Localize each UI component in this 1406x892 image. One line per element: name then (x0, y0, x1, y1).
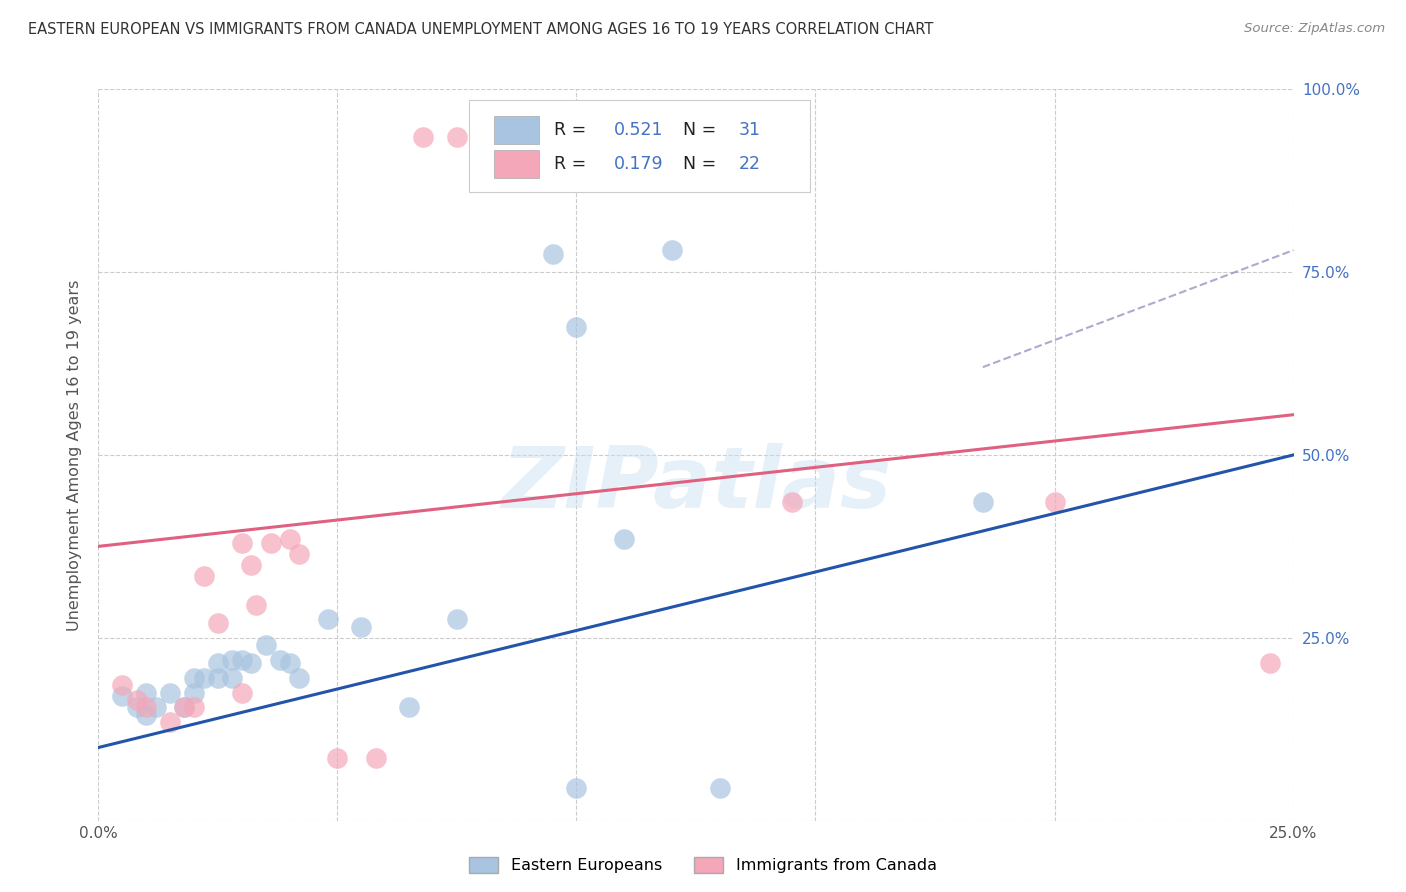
Point (709, 780, 731, 795)
Text: 0.179: 0.179 (613, 155, 664, 173)
Y-axis label: Unemployment Among Ages 16 to 19 years: Unemployment Among Ages 16 to 19 years (66, 279, 82, 631)
Point (125, 693, 148, 707)
Point (183, 700, 205, 714)
Point (259, 535, 281, 549)
Point (326, 751, 349, 765)
Point (316, 613, 339, 627)
Point (240, 657, 263, 671)
Point (125, 700, 148, 714)
Text: 0.521: 0.521 (613, 121, 664, 139)
Text: R =: R = (554, 121, 592, 139)
Text: N =: N = (683, 155, 721, 173)
Point (1043, 495, 1066, 509)
FancyBboxPatch shape (470, 100, 810, 192)
Point (288, 547, 311, 561)
Point (278, 532, 301, 546)
Point (207, 671, 229, 685)
Text: Source: ZipAtlas.com: Source: ZipAtlas.com (1244, 22, 1385, 36)
Point (221, 671, 243, 685)
Text: 31: 31 (740, 121, 761, 139)
Point (159, 686, 181, 700)
Point (111, 678, 134, 692)
FancyBboxPatch shape (494, 116, 540, 145)
Point (661, 243, 683, 257)
Point (135, 700, 157, 714)
Point (173, 700, 195, 714)
Point (565, 320, 588, 334)
Point (135, 707, 157, 722)
Point (288, 671, 311, 685)
Point (446, 613, 468, 627)
Point (173, 700, 195, 714)
Point (193, 671, 215, 685)
Point (159, 714, 181, 729)
Point (193, 568, 215, 582)
Point (269, 653, 291, 667)
Point (231, 653, 253, 667)
Point (364, 751, 387, 765)
Point (145, 700, 167, 714)
Point (245, 598, 267, 612)
Point (231, 686, 253, 700)
Point (780, 495, 803, 509)
Text: 22: 22 (740, 155, 761, 173)
Text: ZIPatlas: ZIPatlas (501, 442, 891, 525)
Point (207, 616, 229, 631)
Text: R =: R = (554, 155, 592, 173)
Point (541, 246, 564, 260)
Legend: Eastern Europeans, Immigrants from Canada: Eastern Europeans, Immigrants from Canad… (463, 850, 943, 880)
Point (412, 129, 434, 144)
Point (111, 690, 134, 704)
Point (231, 535, 253, 549)
Text: N =: N = (683, 121, 721, 139)
Point (240, 558, 263, 572)
Point (183, 686, 205, 700)
FancyBboxPatch shape (494, 150, 540, 178)
Point (183, 671, 205, 685)
Point (221, 653, 243, 667)
Point (350, 620, 373, 634)
Point (398, 700, 420, 714)
Point (613, 532, 636, 546)
Point (254, 638, 277, 652)
Text: EASTERN EUROPEAN VS IMMIGRANTS FROM CANADA UNEMPLOYMENT AMONG AGES 16 TO 19 YEAR: EASTERN EUROPEAN VS IMMIGRANTS FROM CANA… (28, 22, 934, 37)
Point (278, 657, 301, 671)
Point (135, 686, 157, 700)
Point (1258, 657, 1281, 671)
Point (565, 780, 588, 795)
Point (446, 129, 468, 144)
Point (972, 495, 994, 509)
Point (207, 657, 229, 671)
